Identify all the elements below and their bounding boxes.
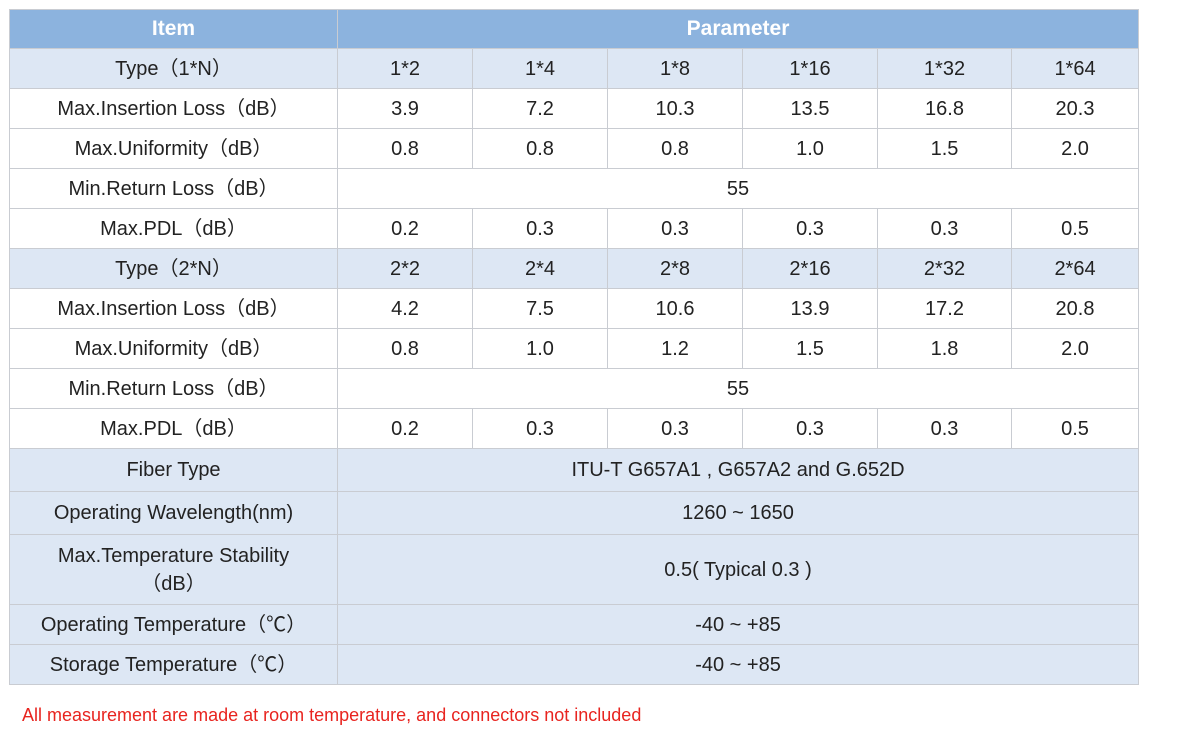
table-row: Min.Return Loss（dB） 55 — [9, 368, 1140, 409]
table-cell: 13.5 — [742, 88, 878, 129]
table-header-row: Item Parameter — [9, 9, 1140, 49]
table-cell: 2*16 — [742, 248, 878, 289]
table-cell: 10.3 — [607, 88, 743, 129]
table-cell: 0.3 — [742, 408, 878, 449]
row-label: Max.PDL（dB） — [9, 408, 338, 449]
header-item: Item — [9, 9, 338, 49]
spec-table: Item Parameter Type（1*N） 1*2 1*4 1*8 1*1… — [9, 9, 1140, 685]
row-label: Operating Wavelength(nm) — [9, 491, 338, 535]
table-row: Storage Temperature（℃） -40 ~ +85 — [9, 644, 1140, 685]
table-row: Max.Uniformity（dB） 0.8 0.8 0.8 1.0 1.5 2… — [9, 128, 1140, 169]
table-cell: -40 ~ +85 — [336, 604, 1140, 645]
table-cell: 2*2 — [337, 248, 473, 289]
table-cell: 0.3 — [742, 208, 878, 249]
table-cell: 17.2 — [877, 288, 1012, 329]
table-row: Max.Temperature Stability （dB） 0.5( Typi… — [9, 534, 1140, 605]
row-label: Min.Return Loss（dB） — [9, 368, 338, 409]
table-row: Max.PDL（dB） 0.2 0.3 0.3 0.3 0.3 0.5 — [9, 408, 1140, 449]
row-label: Max.PDL（dB） — [9, 208, 338, 249]
table-cell: 20.8 — [1010, 288, 1140, 329]
table-cell: 7.5 — [472, 288, 608, 329]
table-cell: 20.3 — [1010, 88, 1140, 129]
table-cell: 0.8 — [472, 128, 608, 169]
row-label: Type（1*N） — [9, 48, 338, 89]
table-cell: 1*8 — [607, 48, 743, 89]
table-row: Type（1*N） 1*2 1*4 1*8 1*16 1*32 1*64 — [9, 48, 1140, 89]
table-cell: 0.3 — [877, 408, 1012, 449]
table-cell: 1.5 — [742, 328, 878, 369]
row-label: Fiber Type — [9, 448, 338, 492]
table-row: Min.Return Loss（dB） 55 — [9, 168, 1140, 209]
table-cell: 0.3 — [472, 208, 608, 249]
table-cell: 1.2 — [607, 328, 743, 369]
row-label: Max.Uniformity（dB） — [9, 128, 338, 169]
row-label: Operating Temperature（℃） — [9, 604, 338, 645]
table-cell: 0.2 — [337, 408, 473, 449]
table-cell: 0.5 — [1010, 408, 1140, 449]
table-cell: 0.3 — [607, 208, 743, 249]
table-row: Operating Temperature（℃） -40 ~ +85 — [9, 604, 1140, 645]
table-cell: 0.8 — [337, 128, 473, 169]
row-label-line: Max.Temperature Stability — [57, 544, 290, 567]
table-cell: 1.0 — [742, 128, 878, 169]
header-parameter: Parameter — [336, 9, 1140, 49]
table-cell: 1*16 — [742, 48, 878, 89]
table-cell: 1260 ~ 1650 — [336, 491, 1140, 535]
table-cell: 13.9 — [742, 288, 878, 329]
table-cell: 0.8 — [607, 128, 743, 169]
table-cell: 4.2 — [337, 288, 473, 329]
table-cell: 0.3 — [877, 208, 1012, 249]
row-label: Max.Insertion Loss（dB） — [9, 288, 338, 329]
table-row: Operating Wavelength(nm) 1260 ~ 1650 — [9, 491, 1140, 535]
row-label: Max.Temperature Stability （dB） — [9, 534, 338, 605]
table-row: Max.PDL（dB） 0.2 0.3 0.3 0.3 0.3 0.5 — [9, 208, 1140, 249]
table-row: Type（2*N） 2*2 2*4 2*8 2*16 2*32 2*64 — [9, 248, 1140, 289]
table-cell: 0.3 — [472, 408, 608, 449]
table-cell: 0.8 — [337, 328, 473, 369]
table-cell: 1.8 — [877, 328, 1012, 369]
table-cell: 10.6 — [607, 288, 743, 329]
table-cell: 0.3 — [607, 408, 743, 449]
table-cell: 2.0 — [1010, 128, 1140, 169]
table-cell: 2.0 — [1010, 328, 1140, 369]
row-label: Max.Uniformity（dB） — [9, 328, 338, 369]
table-cell: 55 — [336, 368, 1140, 409]
table-row: Fiber Type ITU-T G657A1 , G657A2 and G.6… — [9, 448, 1140, 492]
row-label: Storage Temperature（℃） — [9, 644, 338, 685]
row-label: Max.Insertion Loss（dB） — [9, 88, 338, 129]
row-label-line: （dB） — [141, 572, 206, 595]
table-cell: -40 ~ +85 — [336, 644, 1140, 685]
table-cell: 1.0 — [472, 328, 608, 369]
table-cell: 2*4 — [472, 248, 608, 289]
table-cell: 0.2 — [337, 208, 473, 249]
table-cell: ITU-T G657A1 , G657A2 and G.652D — [336, 448, 1140, 492]
row-label: Min.Return Loss（dB） — [9, 168, 338, 209]
row-label: Type（2*N） — [9, 248, 338, 289]
table-row: Max.Insertion Loss（dB） 3.9 7.2 10.3 13.5… — [9, 88, 1140, 129]
table-cell: 1*64 — [1010, 48, 1140, 89]
table-cell: 3.9 — [337, 88, 473, 129]
table-cell: 7.2 — [472, 88, 608, 129]
table-cell: 0.5 — [1010, 208, 1140, 249]
table-cell: 1*2 — [337, 48, 473, 89]
table-cell: 55 — [336, 168, 1140, 209]
table-cell: 0.5( Typical 0.3 ) — [336, 534, 1140, 605]
table-cell: 2*64 — [1010, 248, 1140, 289]
table-cell: 1*32 — [877, 48, 1012, 89]
table-cell: 2*32 — [877, 248, 1012, 289]
table-cell: 1.5 — [877, 128, 1012, 169]
footnote: All measurement are made at room tempera… — [22, 705, 642, 725]
table-cell: 16.8 — [877, 88, 1012, 129]
table-cell: 2*8 — [607, 248, 743, 289]
table-row: Max.Insertion Loss（dB） 4.2 7.5 10.6 13.9… — [9, 288, 1140, 329]
table-row: Max.Uniformity（dB） 0.8 1.0 1.2 1.5 1.8 2… — [9, 328, 1140, 369]
table-cell: 1*4 — [472, 48, 608, 89]
